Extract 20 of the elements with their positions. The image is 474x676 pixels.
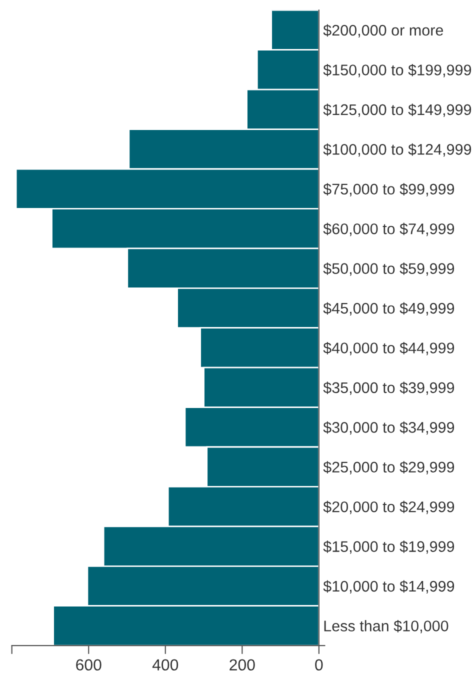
- y-tick-label: $125,000 to $149,999: [323, 104, 472, 117]
- x-tick-label: 600: [76, 659, 102, 671]
- x-tick-label: 200: [230, 659, 255, 671]
- y-tick-label: $50,000 to $59,999: [323, 262, 454, 276]
- y-tick-label: $10,000 to $14,999: [323, 580, 454, 594]
- y-tick-label: $75,000 to $99,999: [323, 183, 454, 196]
- y-tick-label: $45,000 to $49,999: [323, 302, 454, 316]
- y-tick-label: $150,000 to $199,999: [323, 64, 472, 78]
- y-tick-label: $40,000 to $44,999: [323, 342, 454, 356]
- y-tick-label: $100,000 to $124,999: [323, 143, 472, 157]
- y-tick-label: $30,000 to $34,999: [323, 421, 454, 435]
- y-tick-label: $60,000 to $74,999: [323, 222, 454, 236]
- y-tick-label: Less than $10,000: [324, 620, 448, 634]
- x-tick-label: 400: [152, 659, 178, 671]
- x-tick-label: 0: [315, 659, 323, 671]
- y-tick-label: $35,000 to $39,999: [323, 382, 454, 395]
- y-tick-label: $25,000 to $29,999: [323, 461, 454, 474]
- y-tick-label: $15,000 to $19,999: [323, 540, 454, 554]
- y-tick-label: $200,000 or more: [323, 24, 444, 38]
- y-tick-label: $20,000 to $24,999: [323, 500, 454, 514]
